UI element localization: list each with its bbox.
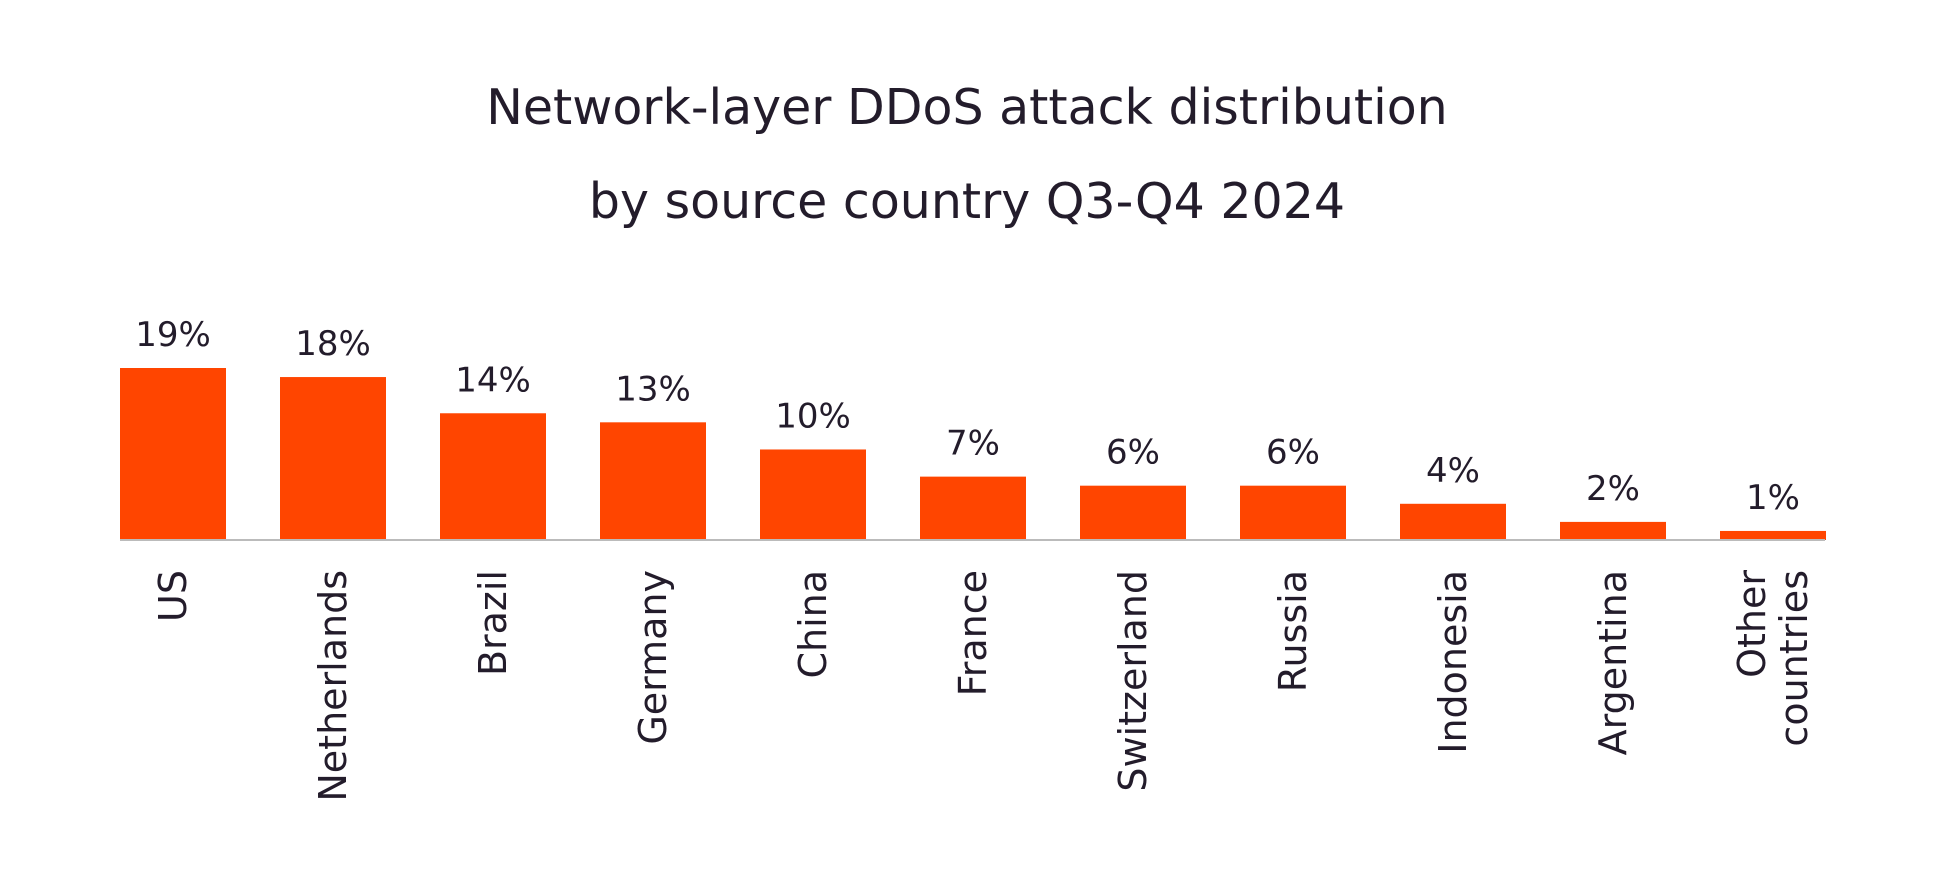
bar-0 bbox=[120, 368, 226, 540]
category-label-8: Indonesia bbox=[1431, 570, 1475, 754]
bar-5 bbox=[920, 476, 1026, 540]
category-label-7: Russia bbox=[1271, 570, 1315, 692]
category-label-line: Brazil bbox=[471, 570, 515, 676]
category-label-line: Germany bbox=[631, 570, 675, 745]
bar-3 bbox=[600, 422, 706, 540]
chart-title-line-2: by source country Q3-Q4 2024 bbox=[589, 173, 1345, 230]
value-label-2: 14% bbox=[455, 360, 531, 400]
bar-10 bbox=[1720, 530, 1826, 540]
category-label-2: Brazil bbox=[471, 570, 515, 676]
bar-4 bbox=[760, 449, 866, 540]
value-label-6: 6% bbox=[1106, 433, 1160, 473]
category-label-line: Argentina bbox=[1591, 570, 1635, 755]
category-label-line: Indonesia bbox=[1431, 570, 1475, 754]
bar-6 bbox=[1080, 485, 1186, 540]
value-label-7: 6% bbox=[1266, 433, 1320, 473]
bar-1 bbox=[280, 377, 386, 540]
category-label-line: France bbox=[951, 570, 995, 696]
category-label-line: Switzerland bbox=[1111, 570, 1155, 792]
category-label-line: Other bbox=[1730, 570, 1774, 678]
value-label-9: 2% bbox=[1586, 469, 1640, 509]
category-label-line: countries bbox=[1772, 570, 1816, 747]
bar-8 bbox=[1400, 503, 1506, 540]
category-label-9: Argentina bbox=[1591, 570, 1635, 755]
category-label-line: China bbox=[791, 570, 835, 679]
category-label-4: China bbox=[791, 570, 835, 679]
category-label-line: Russia bbox=[1271, 570, 1315, 692]
value-label-4: 10% bbox=[775, 396, 851, 436]
bar-7 bbox=[1240, 485, 1346, 540]
bar-9 bbox=[1560, 521, 1666, 540]
category-label-6: Switzerland bbox=[1111, 570, 1155, 792]
category-label-1: Netherlands bbox=[311, 570, 355, 802]
category-label-3: Germany bbox=[631, 570, 675, 745]
value-label-10: 1% bbox=[1746, 478, 1800, 518]
value-labels-layer: 19% 18% 14% 13% 10% 7% 6% 6% 4% 2% 1% bbox=[135, 315, 1800, 518]
value-label-8: 4% bbox=[1426, 451, 1480, 491]
category-label-0: US bbox=[151, 570, 195, 622]
value-label-3: 13% bbox=[615, 369, 691, 409]
bars-layer bbox=[120, 368, 1826, 540]
category-label-5: France bbox=[951, 570, 995, 696]
chart-title-line-1: Network-layer DDoS attack distribution bbox=[486, 79, 1448, 136]
value-label-5: 7% bbox=[946, 424, 1000, 464]
value-label-1: 18% bbox=[295, 324, 371, 364]
category-label-line: US bbox=[151, 570, 195, 622]
category-label-line: Netherlands bbox=[311, 570, 355, 802]
value-label-0: 19% bbox=[135, 315, 211, 355]
category-labels-layer: US Netherlands Brazil Germany China France Swi… bbox=[151, 570, 1816, 802]
bar-2 bbox=[440, 413, 546, 540]
